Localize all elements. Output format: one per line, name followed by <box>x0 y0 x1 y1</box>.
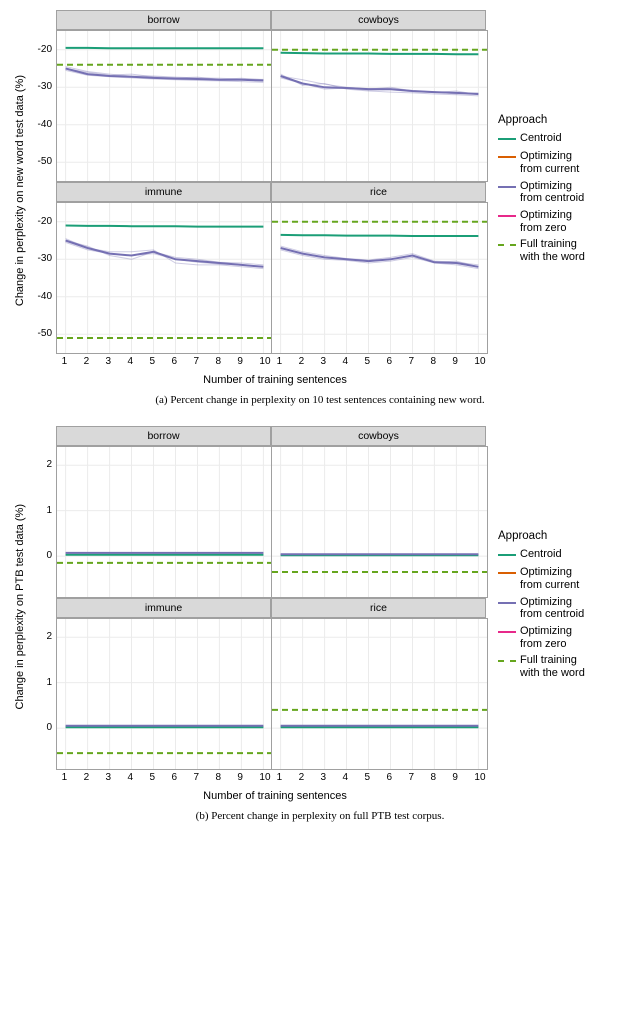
legend-item: Centroid <box>498 132 585 146</box>
x-axis-ticks: 12345678910 <box>56 354 271 372</box>
y-axis-ticks: 210 <box>30 446 56 598</box>
x-axis-label-a: Number of training sentences <box>40 374 510 386</box>
legend-label: Optimizingfrom centroid <box>520 596 584 621</box>
legend-item: Centroid <box>498 548 585 562</box>
y-axis-ticks: -20-30-40-50 <box>30 202 56 354</box>
legend-label: Centroid <box>520 548 562 561</box>
y-axis-ticks: -20-30-40-50 <box>30 30 56 182</box>
legend-a: Approach Centroid Optimizingfrom current Op… <box>486 114 585 267</box>
legend-item: Optimizingfrom zero <box>498 625 585 650</box>
facet-title: immune <box>56 182 271 202</box>
chart-panel <box>56 618 273 770</box>
facet-title: rice <box>271 598 486 618</box>
y-axis-label-b: Change in perplexity on PTB test data (%… <box>10 504 30 709</box>
legend-label: Optimizingfrom zero <box>520 209 572 234</box>
legend-item: Full trainingwith the word <box>498 238 585 263</box>
x-axis-ticks: 12345678910 <box>271 770 486 788</box>
facet-title: immune <box>56 598 271 618</box>
chart-panel <box>271 618 488 770</box>
facet-title: cowboys <box>271 426 486 446</box>
figure-a: Change in perplexity on new word test da… <box>10 10 630 406</box>
figure-b: Change in perplexity on PTB test data (%… <box>10 426 630 822</box>
legend-item: Optimizingfrom current <box>498 566 585 591</box>
chart-panel <box>271 446 488 598</box>
facet-title: cowboys <box>271 10 486 30</box>
caption-a: (a) Percent change in perplexity on 10 t… <box>10 394 630 406</box>
chart-panel <box>56 202 273 354</box>
chart-panel <box>56 446 273 598</box>
y-axis-ticks: 210 <box>30 618 56 770</box>
legend-title: Approach <box>498 114 585 126</box>
legend-item: Optimizingfrom current <box>498 150 585 175</box>
legend-item: Optimizingfrom centroid <box>498 596 585 621</box>
legend-item: Full trainingwith the word <box>498 654 585 679</box>
plot-region-b: borrowcowboys210immunerice21012345678910… <box>30 426 486 788</box>
chart-panel <box>271 202 488 354</box>
chart-panel <box>271 30 488 182</box>
x-axis-ticks: 12345678910 <box>271 354 486 372</box>
legend-label: Optimizingfrom current <box>520 150 579 175</box>
facet-title: rice <box>271 182 486 202</box>
legend-label: Full trainingwith the word <box>520 654 585 679</box>
plot-region-a: borrowcowboys -20-30-40-50immunerice -20-3… <box>30 10 486 372</box>
y-axis-label-a: Change in perplexity on new word test da… <box>10 75 30 306</box>
legend-b: Approach Centroid Optimizingfrom current Op… <box>486 530 585 683</box>
x-axis-ticks: 12345678910 <box>56 770 271 788</box>
legend-title: Approach <box>498 530 585 542</box>
facet-title: borrow <box>56 426 271 446</box>
legend-label: Centroid <box>520 132 562 145</box>
legend-label: Optimizingfrom current <box>520 566 579 591</box>
legend-label: Full trainingwith the word <box>520 238 585 263</box>
legend-label: Optimizingfrom zero <box>520 625 572 650</box>
legend-item: Optimizingfrom centroid <box>498 180 585 205</box>
facet-title: borrow <box>56 10 271 30</box>
legend-item: Optimizingfrom zero <box>498 209 585 234</box>
legend-label: Optimizingfrom centroid <box>520 180 584 205</box>
x-axis-label-b: Number of training sentences <box>40 790 510 802</box>
caption-b: (b) Percent change in perplexity on full… <box>10 810 630 822</box>
chart-panel <box>56 30 273 182</box>
